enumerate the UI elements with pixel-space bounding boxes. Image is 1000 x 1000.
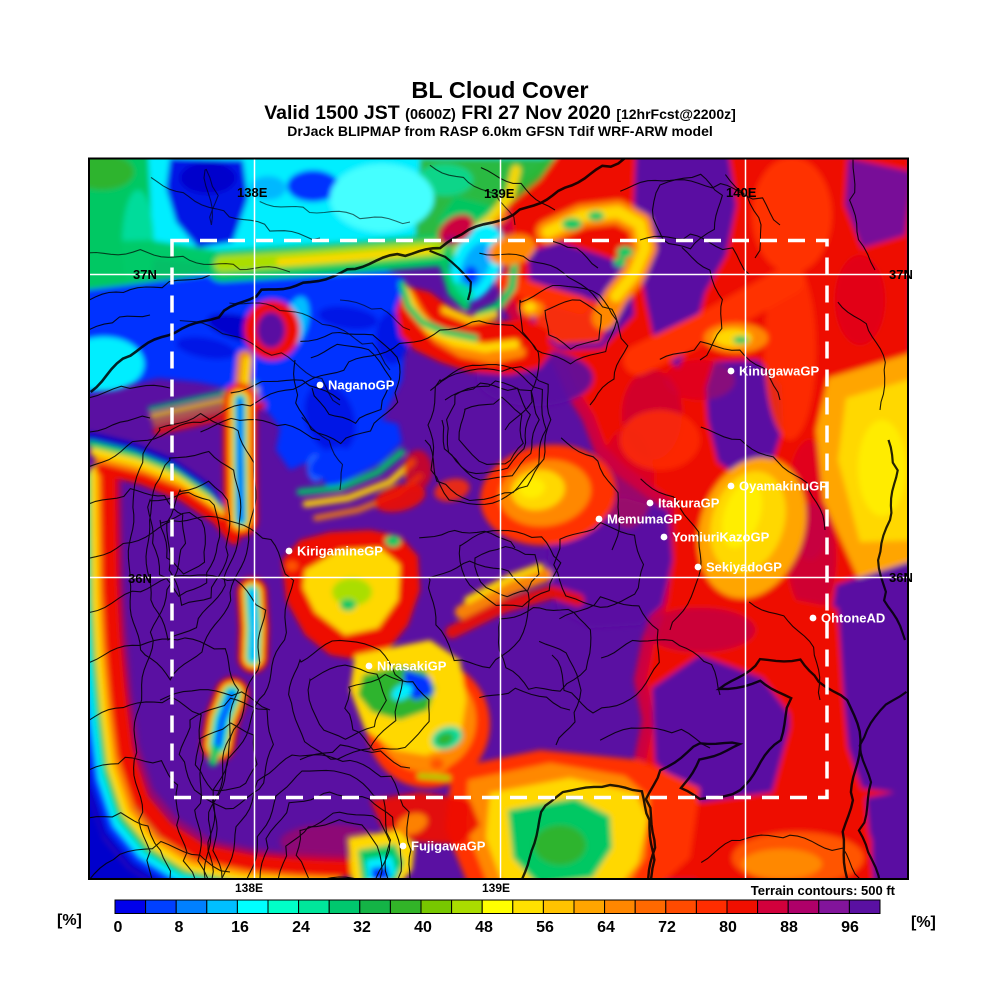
svg-text:138E: 138E <box>237 185 268 200</box>
svg-text:YomiuriKazoGP: YomiuriKazoGP <box>672 530 770 545</box>
svg-text:OhtoneAD: OhtoneAD <box>821 611 885 626</box>
svg-text:36N: 36N <box>889 570 913 585</box>
svg-text:139E: 139E <box>482 881 510 895</box>
svg-text:Terrain contours: 500 ft: Terrain contours: 500 ft <box>751 883 896 898</box>
svg-text:KirigamineGP: KirigamineGP <box>297 544 383 559</box>
svg-text:140E: 140E <box>726 185 757 200</box>
svg-text:FujigawaGP: FujigawaGP <box>411 839 486 854</box>
svg-text:16: 16 <box>231 919 249 936</box>
svg-text:Valid 1500 JST (0600Z) FRI 27: Valid 1500 JST (0600Z) FRI 27 Nov 2020 [… <box>264 102 736 124</box>
svg-text:[%]: [%] <box>911 914 936 931</box>
svg-text:48: 48 <box>475 919 493 936</box>
svg-text:NirasakiGP: NirasakiGP <box>377 659 447 674</box>
svg-text:96: 96 <box>841 919 859 936</box>
svg-text:KinugawaGP: KinugawaGP <box>739 364 820 379</box>
svg-text:DrJack BLIPMAP from RASP 6.0km: DrJack BLIPMAP from RASP 6.0km GFSN Tdif… <box>287 123 713 139</box>
svg-text:138E: 138E <box>235 881 263 895</box>
svg-text:37N: 37N <box>889 267 913 282</box>
svg-text:NaganoGP: NaganoGP <box>328 378 395 393</box>
svg-text:24: 24 <box>292 919 310 936</box>
svg-text:8: 8 <box>175 919 184 936</box>
svg-text:37N: 37N <box>133 267 157 282</box>
svg-text:OyamakinuGP: OyamakinuGP <box>739 479 828 494</box>
svg-text:MemumaGP: MemumaGP <box>607 512 682 527</box>
svg-text:BL Cloud Cover: BL Cloud Cover <box>411 77 588 103</box>
svg-text:64: 64 <box>597 919 615 936</box>
svg-text:56: 56 <box>536 919 554 936</box>
svg-text:139E: 139E <box>484 186 515 201</box>
svg-text:SekiyadoGP: SekiyadoGP <box>706 560 782 575</box>
svg-text:0: 0 <box>114 919 123 936</box>
svg-text:72: 72 <box>658 919 676 936</box>
svg-text:36N: 36N <box>128 571 152 586</box>
svg-text:80: 80 <box>719 919 737 936</box>
svg-text:88: 88 <box>780 919 798 936</box>
svg-text:[%]: [%] <box>57 912 82 929</box>
svg-text:ItakuraGP: ItakuraGP <box>658 496 720 511</box>
svg-text:32: 32 <box>353 919 371 936</box>
svg-text:40: 40 <box>414 919 432 936</box>
